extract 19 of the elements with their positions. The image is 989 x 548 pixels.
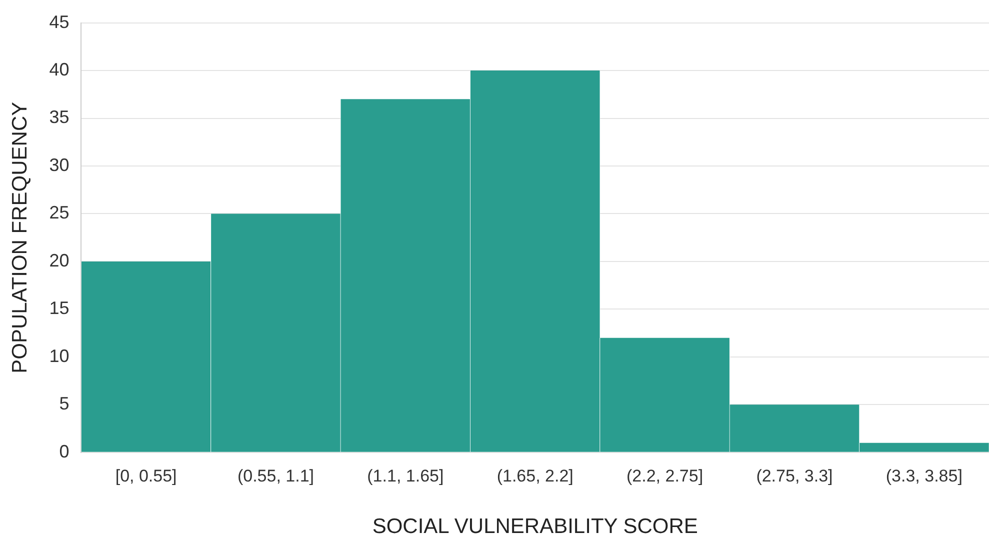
- y-tick-label: 0: [59, 441, 70, 462]
- y-tick-label: 45: [49, 12, 70, 32]
- x-tick-label: (1.65, 2.2]: [496, 466, 574, 486]
- x-axis-title: SOCIAL VULNERABILITY SCORE: [372, 515, 698, 538]
- x-tick-label: (2.2, 2.75]: [626, 466, 704, 486]
- y-tick-label: 40: [49, 60, 70, 80]
- y-tick-label: 25: [49, 202, 70, 223]
- y-tick-label: 35: [49, 107, 70, 128]
- x-tick-label: (3.3, 3.85]: [886, 466, 962, 486]
- y-axis-title: POPULATION FREQUENCY: [8, 102, 32, 374]
- y-tick-label: 10: [49, 346, 70, 366]
- x-tick-label: [0, 0.55]: [115, 466, 177, 486]
- y-tick-label: 30: [49, 154, 70, 175]
- x-tick-label: (1.1, 1.65]: [367, 466, 444, 486]
- y-tick-label: 5: [59, 394, 70, 414]
- y-tick-label: 20: [49, 250, 70, 270]
- y-tick-label: 15: [49, 298, 70, 318]
- x-tick-label: (2.75, 3.3]: [756, 466, 833, 486]
- x-tick-label: (0.55, 1.1]: [237, 466, 314, 486]
